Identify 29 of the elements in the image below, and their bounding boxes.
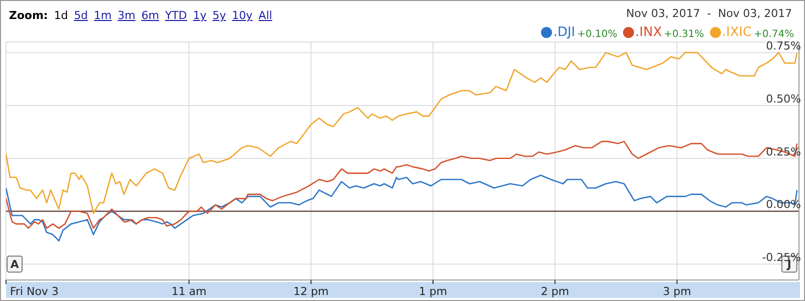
legend-label: .IXIC bbox=[722, 25, 752, 40]
text: 1y bbox=[193, 9, 207, 22]
text: All bbox=[258, 9, 272, 22]
y-tick-label: 0.75% bbox=[766, 39, 801, 52]
text: +0.74% bbox=[754, 28, 794, 40]
text: 5d bbox=[74, 9, 88, 22]
legend-label: .INX bbox=[635, 25, 662, 40]
x-tick-label: 11 am bbox=[172, 285, 206, 298]
legend-label: .DJI bbox=[553, 25, 576, 40]
x-tick-label: 12 pm bbox=[293, 285, 329, 298]
text: 1m bbox=[94, 9, 112, 22]
text: Nov 03, 2017 - Nov 03, 2017 bbox=[626, 7, 792, 20]
text: 10y bbox=[232, 9, 253, 22]
text: YTD bbox=[165, 9, 187, 22]
x-tick-label: 1 pm bbox=[418, 285, 448, 298]
text: +0.10% bbox=[577, 28, 618, 40]
text: 6m bbox=[141, 9, 160, 22]
text: +0.31% bbox=[664, 28, 704, 40]
flag-icon: A bbox=[6, 256, 23, 273]
x-tick-label: Fri Nov 3 bbox=[10, 285, 59, 298]
annotation: A bbox=[10, 258, 20, 272]
x-tick-label: 3 pm bbox=[662, 285, 692, 298]
text: 5y bbox=[212, 9, 226, 22]
text: Zoom: bbox=[9, 9, 48, 22]
text: 1d bbox=[54, 9, 68, 22]
text: 3m bbox=[118, 9, 136, 22]
y-tick-label: 0.50% bbox=[766, 92, 801, 106]
x-tick-label: 2 pm bbox=[540, 285, 570, 298]
y-tick-label: 0.00% bbox=[766, 198, 801, 212]
